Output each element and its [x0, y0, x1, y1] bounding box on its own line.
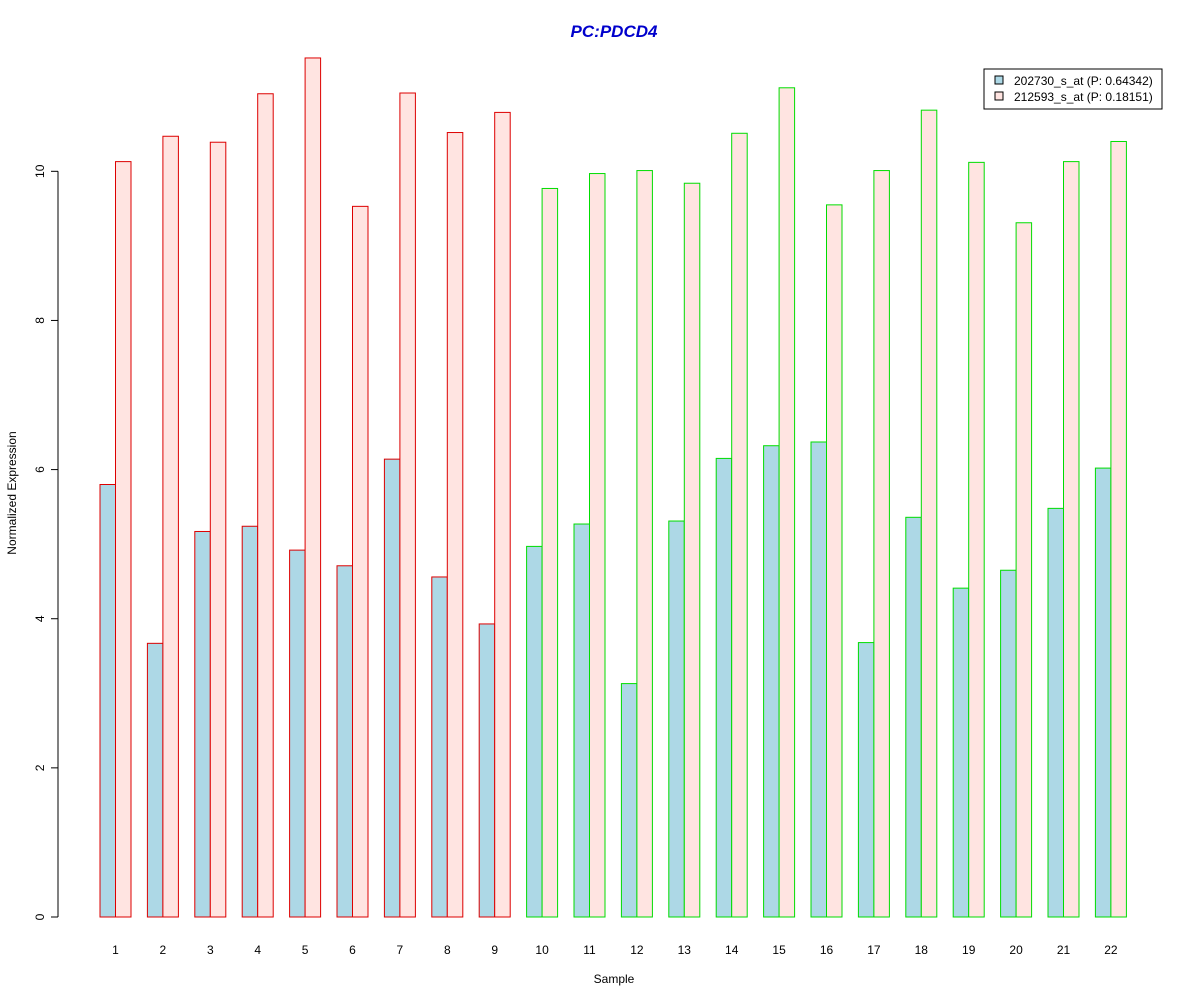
- x-tick-label: 8: [444, 943, 451, 957]
- bar-sample-18-series-2: [920, 109, 938, 918]
- bar-sample-22-series-2: [1110, 140, 1127, 918]
- x-tick-label: 11: [583, 943, 596, 957]
- x-tick-label: 17: [867, 943, 881, 957]
- x-tick-label: 3: [207, 943, 214, 957]
- bars-group: [99, 57, 1127, 918]
- bar-sample-4-series-1: [241, 525, 259, 918]
- bar-sample-12-series-2: [636, 170, 653, 918]
- bar-sample-9-series-2: [494, 111, 511, 918]
- bar-sample-16-series-1: [810, 441, 827, 918]
- y-tick-label: 6: [33, 466, 47, 473]
- x-tick-labels: 1 2 3 4 5 6 7 8 9 10 11 12 13 14 15 16 17 18 19 20 21 22: [112, 943, 1118, 957]
- bar-sample-14-series-1: [715, 457, 733, 918]
- legend-swatch-series-1: [994, 75, 1004, 85]
- bar-sample-15-series-2: [778, 87, 796, 918]
- bar-sample-4-series-2: [257, 93, 274, 918]
- x-tick-label: 20: [1009, 943, 1023, 957]
- x-tick-label: 21: [1057, 943, 1071, 957]
- bar-sample-17-series-2: [873, 170, 890, 918]
- bar-sample-5-series-1: [289, 549, 306, 918]
- bar-sample-8-series-1: [431, 576, 448, 918]
- x-tick-label: 14: [725, 943, 739, 957]
- bar-sample-21-series-1: [1047, 507, 1064, 918]
- bar-sample-11-series-1: [573, 523, 590, 918]
- bar-sample-13-series-1: [668, 520, 685, 918]
- bar-sample-3-series-1: [194, 530, 211, 918]
- bar-sample-1-series-1: [99, 484, 116, 918]
- y-tick-label: 2: [33, 764, 47, 771]
- x-tick-label: 4: [254, 943, 261, 957]
- bar-sample-8-series-2: [446, 132, 464, 918]
- y-tick-label: 10: [33, 164, 47, 178]
- bar-sample-12-series-1: [620, 683, 638, 918]
- chart-title: PC:PDCD4: [571, 22, 658, 41]
- bar-sample-14-series-2: [731, 132, 748, 918]
- bar-sample-22-series-1: [1094, 467, 1112, 918]
- bar-sample-2-series-2: [162, 135, 179, 918]
- bar-sample-9-series-1: [478, 623, 496, 918]
- x-axis-title: Sample: [594, 972, 635, 986]
- bar-sample-7-series-2: [399, 92, 416, 918]
- x-tick-label: 15: [772, 943, 786, 957]
- legend-swatch-series-2: [994, 91, 1004, 101]
- legend-label-series-1: 202730_s_at (P: 0.64342): [1014, 74, 1153, 88]
- x-tick-label: 12: [630, 943, 644, 957]
- legend-label-series-2: 212593_s_at (P: 0.18151): [1014, 90, 1153, 104]
- x-tick-label: 13: [678, 943, 692, 957]
- bar-sample-15-series-1: [763, 445, 780, 918]
- y-axis: 0 2 4 6 8 10: [33, 164, 59, 920]
- bar-sample-2-series-1: [146, 642, 164, 918]
- bar-sample-6-series-1: [336, 565, 353, 918]
- y-tick-label: 0: [33, 913, 47, 920]
- bar-sample-6-series-2: [352, 205, 369, 918]
- bar-sample-20-series-1: [1000, 569, 1017, 918]
- x-tick-label: 10: [535, 943, 549, 957]
- legend-box: [983, 68, 1163, 110]
- bar-sample-18-series-1: [905, 516, 922, 918]
- bar-sample-13-series-2: [683, 182, 701, 918]
- y-axis-title: Normalized Expression: [5, 431, 19, 554]
- x-tick-label: 6: [349, 943, 356, 957]
- bar-sample-17-series-1: [857, 642, 875, 918]
- x-tick-label: 9: [491, 943, 498, 957]
- legend: 202730_s_at (P: 0.64342) 212593_s_at (P:…: [983, 68, 1163, 110]
- bar-sample-5-series-2: [304, 57, 322, 918]
- bar-sample-3-series-2: [209, 141, 227, 918]
- x-tick-label: 7: [397, 943, 404, 957]
- bar-sample-21-series-2: [1063, 161, 1080, 918]
- bar-sample-19-series-2: [968, 161, 985, 918]
- bar-sample-11-series-2: [589, 173, 606, 918]
- bar-sample-16-series-2: [826, 204, 843, 918]
- bar-sample-10-series-1: [526, 545, 543, 918]
- y-tick-label: 8: [33, 317, 47, 324]
- x-tick-label: 5: [302, 943, 309, 957]
- bar-sample-1-series-2: [115, 161, 132, 918]
- x-tick-label: 16: [820, 943, 834, 957]
- bar-sample-10-series-2: [541, 187, 559, 918]
- y-tick-label: 4: [33, 615, 47, 622]
- x-tick-label: 19: [962, 943, 976, 957]
- bar-sample-7-series-1: [383, 458, 401, 918]
- x-tick-label: 2: [160, 943, 167, 957]
- x-tick-label: 18: [915, 943, 929, 957]
- bar-sample-20-series-2: [1015, 222, 1033, 918]
- x-tick-label: 22: [1104, 943, 1118, 957]
- bar-sample-19-series-1: [952, 587, 970, 918]
- x-tick-label: 1: [112, 943, 119, 957]
